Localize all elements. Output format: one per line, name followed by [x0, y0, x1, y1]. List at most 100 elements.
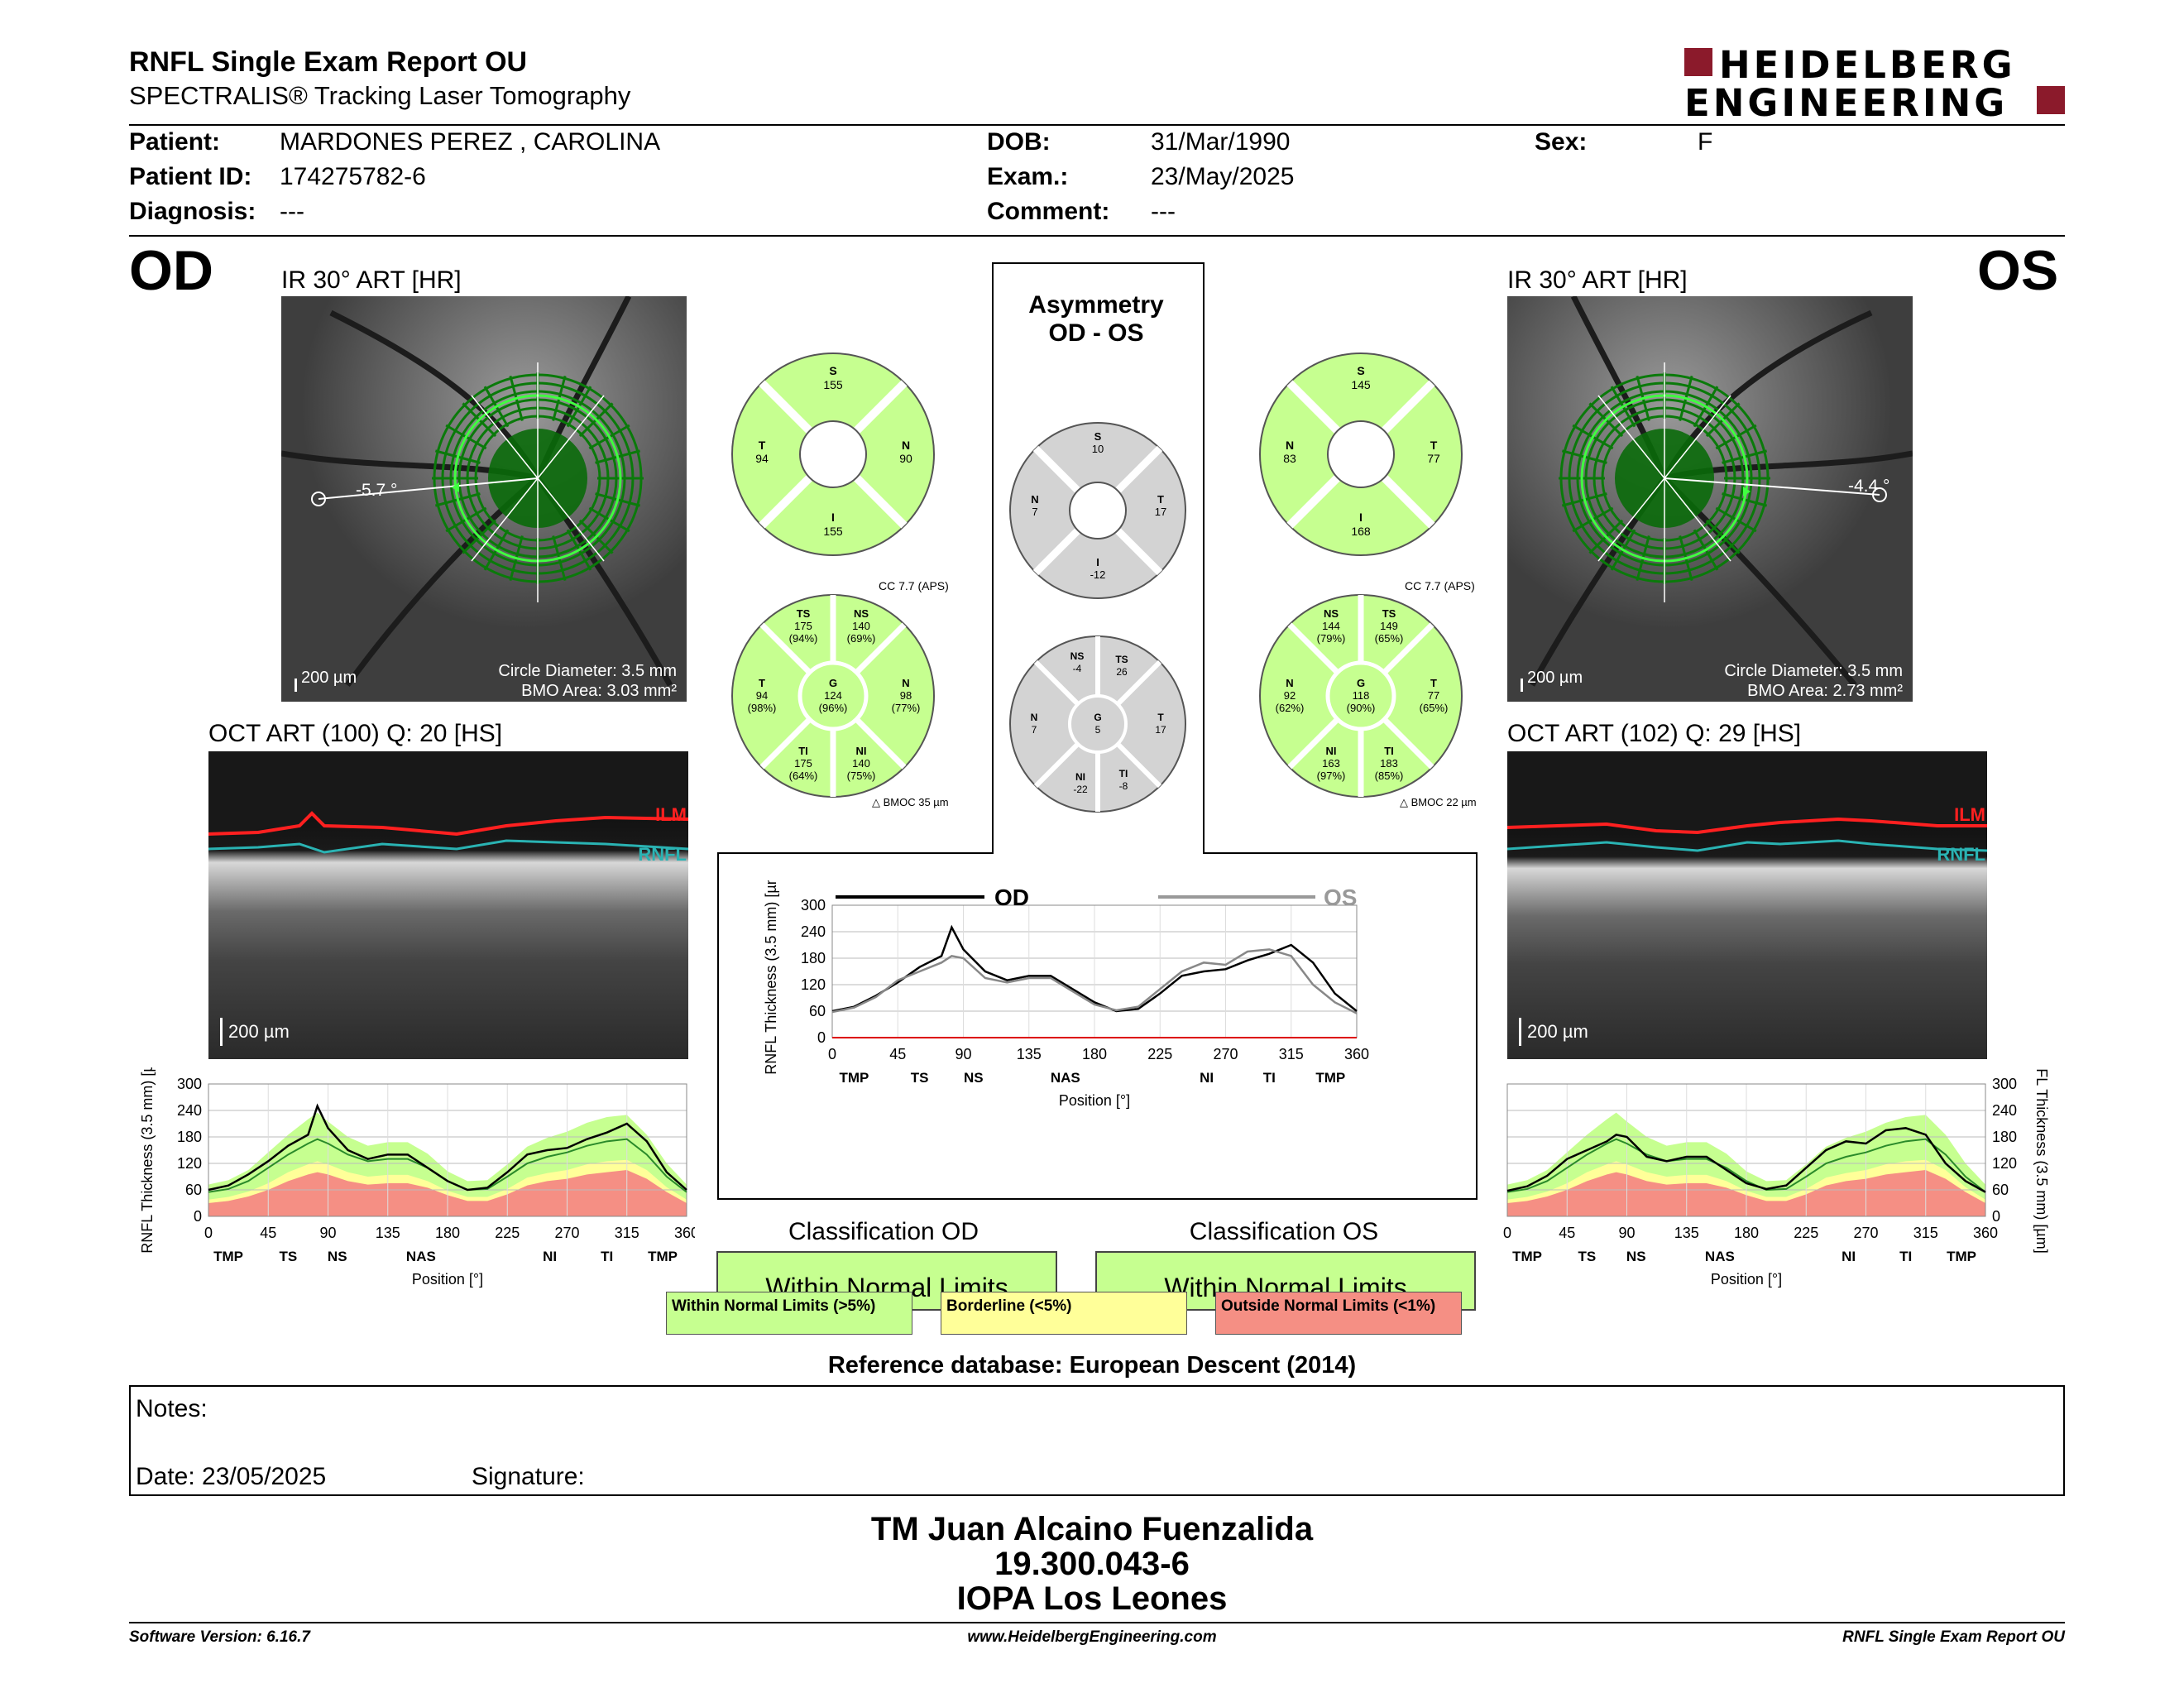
- os-ns: 144: [1322, 620, 1340, 632]
- od-t: 94: [755, 452, 769, 465]
- x-tick-label: 45: [889, 1046, 906, 1062]
- classification-os-title: Classification OS: [1189, 1218, 1379, 1245]
- y-tick-label: 0: [194, 1208, 202, 1225]
- series-line-os: [1506, 1127, 1986, 1193]
- region-label: TI: [1263, 1070, 1276, 1086]
- footer-report-name: RNFL Single Exam Report OU: [1842, 1628, 2065, 1646]
- os-ti-pct: (85%): [1374, 770, 1404, 782]
- normal-median-line: [1506, 1138, 1986, 1193]
- region-label: TS: [911, 1070, 929, 1086]
- os-cc: CC 7.7 (APS): [1405, 579, 1475, 592]
- y-tick-label: 60: [1992, 1182, 2009, 1198]
- od-bmo-area: BMO Area: 3.03 mm²: [521, 682, 677, 700]
- legend-os-label: OS: [1324, 885, 1357, 910]
- patient-id: 174275782-6: [280, 163, 426, 190]
- x-tick-label: 315: [1913, 1225, 1938, 1241]
- od-circle-diameter: Circle Diameter: 3.5 mm: [498, 662, 677, 680]
- od-n6-pct: (77%): [891, 702, 921, 714]
- region-label: NI: [1842, 1249, 1856, 1264]
- x-tick-label: 180: [435, 1225, 460, 1241]
- os-oct-image: ILM RNFL 200 µm: [1507, 751, 1987, 1059]
- y-tick-label: 300: [1992, 1076, 2017, 1092]
- plot-frame: [1506, 1083, 1986, 1217]
- asym-t: 17: [1154, 506, 1167, 518]
- y-tick-label: 0: [1992, 1208, 2000, 1225]
- x-tick-label: 315: [1279, 1046, 1304, 1062]
- signer-rut: 19.300.043-6: [994, 1546, 1190, 1582]
- region-label: NS: [1626, 1249, 1646, 1264]
- x-tick-label: 90: [319, 1225, 336, 1241]
- od-ni-pct: (75%): [846, 770, 876, 782]
- y-tick-label: 120: [177, 1155, 202, 1172]
- od-n6: 98: [899, 689, 912, 702]
- y-tick-label: 180: [177, 1129, 202, 1145]
- od-s: 155: [823, 378, 843, 391]
- y-tick-label: 0: [817, 1029, 826, 1046]
- diagnosis-label: Diagnosis:: [129, 198, 256, 225]
- os-angle: -4.4 °: [1848, 477, 1890, 496]
- asym-s: 10: [1091, 443, 1104, 455]
- x-tick-label: 0: [828, 1046, 836, 1062]
- x-tick-label: 180: [1734, 1225, 1759, 1241]
- od-sector-4: [731, 352, 935, 556]
- patient-name: MARDONES PEREZ , CAROLINA: [280, 128, 661, 156]
- od-rnfl-label: RNFL: [638, 844, 687, 865]
- asym-i: -12: [1090, 568, 1106, 581]
- x-tick-label: 360: [1344, 1046, 1369, 1062]
- sex-label: Sex:: [1535, 128, 1588, 156]
- notes-date: Date: 23/05/2025: [136, 1463, 327, 1490]
- asym-ts: 26: [1116, 666, 1128, 678]
- y-tick-label: 240: [1992, 1102, 2017, 1119]
- od-oct-title: OCT ART (100) Q: 20 [HS]: [208, 720, 503, 747]
- os-ir-image: -4.4 ° 200 µm Circle Diameter: 3.5 mm BM…: [1507, 296, 1913, 702]
- od-ir-image: -5.7 ° 200 µm Circle Diameter: 3.5 mm BM…: [281, 296, 687, 702]
- series-line-os: [831, 948, 1358, 1014]
- asym-sector-6: [1009, 635, 1186, 813]
- region-label: TMP: [213, 1249, 243, 1264]
- os-ts-pct: (65%): [1374, 632, 1404, 645]
- asymmetry-frame: [717, 262, 1478, 1200]
- asymmetry-title: Asymmetry: [1028, 291, 1164, 319]
- od-ts: 175: [794, 620, 812, 632]
- od-ir-scale: 200 µm: [301, 669, 357, 687]
- region-label: NS: [964, 1070, 984, 1086]
- os-bmoc: BMOC 22 µm: [1410, 796, 1477, 808]
- od-cc: CC 7.7 (APS): [879, 579, 949, 592]
- report-subtitle: SPECTRALIS® Tracking Laser Tomography: [129, 81, 631, 110]
- os-ts: 149: [1380, 620, 1398, 632]
- x-tick-label: 315: [615, 1225, 639, 1241]
- patient-label: Patient:: [129, 128, 221, 156]
- y-tick-label: 120: [1992, 1155, 2017, 1172]
- od-ts-pct: (94%): [788, 632, 818, 645]
- x-tick-label: 45: [1559, 1225, 1575, 1241]
- comment-label: Comment:: [987, 198, 1110, 225]
- exam-value: 23/May/2025: [1151, 163, 1295, 190]
- os-eye-label: OS: [1977, 239, 2059, 302]
- comment-value: ---: [1151, 198, 1176, 225]
- od-t6: 94: [755, 689, 769, 702]
- website-link[interactable]: www.HeidelbergEngineering.com: [967, 1628, 1217, 1646]
- od-rnfl-chart: 0 60 120 180 240 300 0 45 90 135 180 225 270 315 360 TM…: [139, 1067, 695, 1288]
- region-label: TMP: [1315, 1070, 1345, 1086]
- notes-box[interactable]: Notes: Date: 23/05/2025 Signature:: [129, 1385, 2065, 1496]
- region-label: TI: [601, 1249, 613, 1264]
- region-label: TS: [279, 1249, 297, 1264]
- plot-frame: [208, 1083, 687, 1217]
- os-ir-scale: 200 µm: [1527, 669, 1583, 687]
- os-n6: 92: [1283, 689, 1296, 702]
- notes-label: Notes:: [136, 1395, 208, 1422]
- os-n6-pct: (62%): [1275, 702, 1305, 714]
- y-tick-label: 120: [801, 976, 826, 993]
- legend-od-label: OD: [994, 885, 1029, 910]
- os-sector-4: [1259, 352, 1463, 556]
- software-version: Software Version: 6.16.7: [129, 1628, 310, 1646]
- od-ir-title: IR 30° ART [HR]: [281, 266, 462, 294]
- asym-t6: 17: [1155, 724, 1166, 736]
- legend-wnl: Within Normal Limits (>5%): [666, 1292, 912, 1335]
- os-s: 145: [1351, 378, 1371, 391]
- classification-od-title: Classification OD: [788, 1218, 979, 1245]
- os-n: 83: [1283, 452, 1296, 465]
- region-label: NS: [328, 1249, 347, 1264]
- x-tick-label: 135: [376, 1225, 400, 1241]
- os-ti: 183: [1380, 757, 1398, 770]
